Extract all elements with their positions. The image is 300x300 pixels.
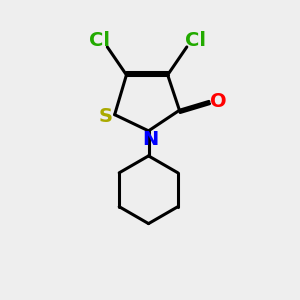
- Text: N: N: [142, 130, 158, 148]
- Text: Cl: Cl: [184, 31, 206, 50]
- Text: S: S: [98, 106, 112, 126]
- Text: Cl: Cl: [88, 31, 110, 50]
- Text: O: O: [210, 92, 226, 111]
